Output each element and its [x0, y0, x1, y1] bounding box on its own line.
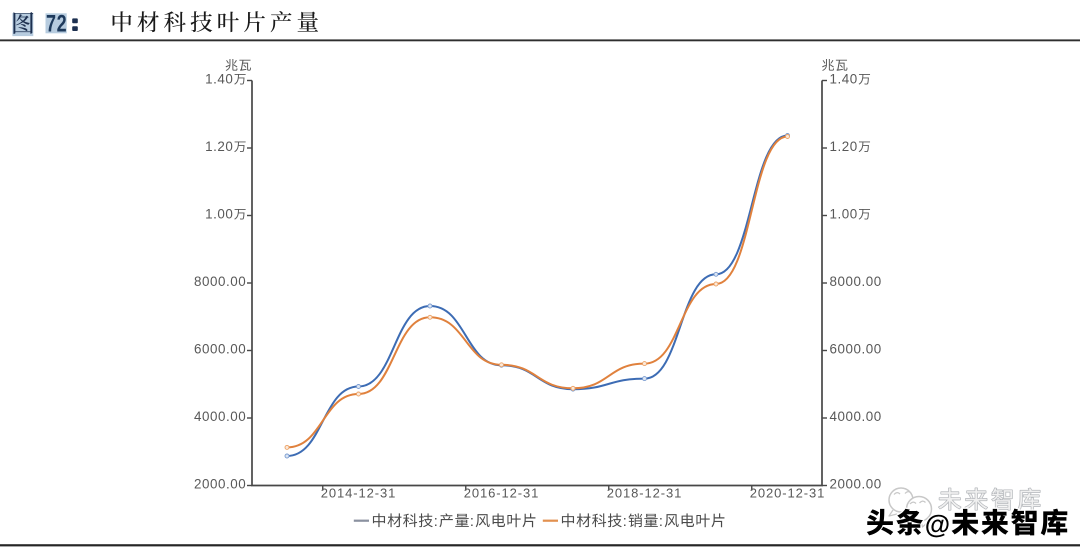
svg-text:8000.00: 8000.00 — [830, 274, 882, 289]
svg-text:1.20: 1.20 — [830, 139, 858, 154]
svg-text:1.40: 1.40 — [205, 72, 233, 87]
svg-text:2000.00: 2000.00 — [194, 477, 246, 492]
svg-text::: : — [434, 514, 438, 530]
svg-text::: : — [659, 514, 663, 530]
svg-text:2020-12-31: 2020-12-31 — [750, 485, 826, 500]
svg-text:2016-12-31: 2016-12-31 — [464, 485, 540, 500]
svg-text:1.40: 1.40 — [830, 72, 858, 87]
svg-text:4000.00: 4000.00 — [830, 409, 882, 424]
svg-text:72: 72 — [46, 11, 67, 37]
svg-text::: : — [470, 514, 474, 530]
svg-text:8000.00: 8000.00 — [194, 274, 246, 289]
svg-text:4000.00: 4000.00 — [194, 409, 246, 424]
svg-text:1.00: 1.00 — [205, 207, 233, 222]
svg-text:1.00: 1.00 — [830, 207, 858, 222]
svg-text:@: @ — [925, 509, 950, 539]
svg-text:2018-12-31: 2018-12-31 — [607, 485, 683, 500]
svg-text:2000.00: 2000.00 — [830, 477, 882, 492]
svg-text:1.20: 1.20 — [205, 139, 233, 154]
svg-text:6000.00: 6000.00 — [830, 342, 882, 357]
svg-text:2014-12-31: 2014-12-31 — [321, 485, 397, 500]
svg-text::: : — [623, 514, 627, 530]
svg-text:6000.00: 6000.00 — [194, 342, 246, 357]
